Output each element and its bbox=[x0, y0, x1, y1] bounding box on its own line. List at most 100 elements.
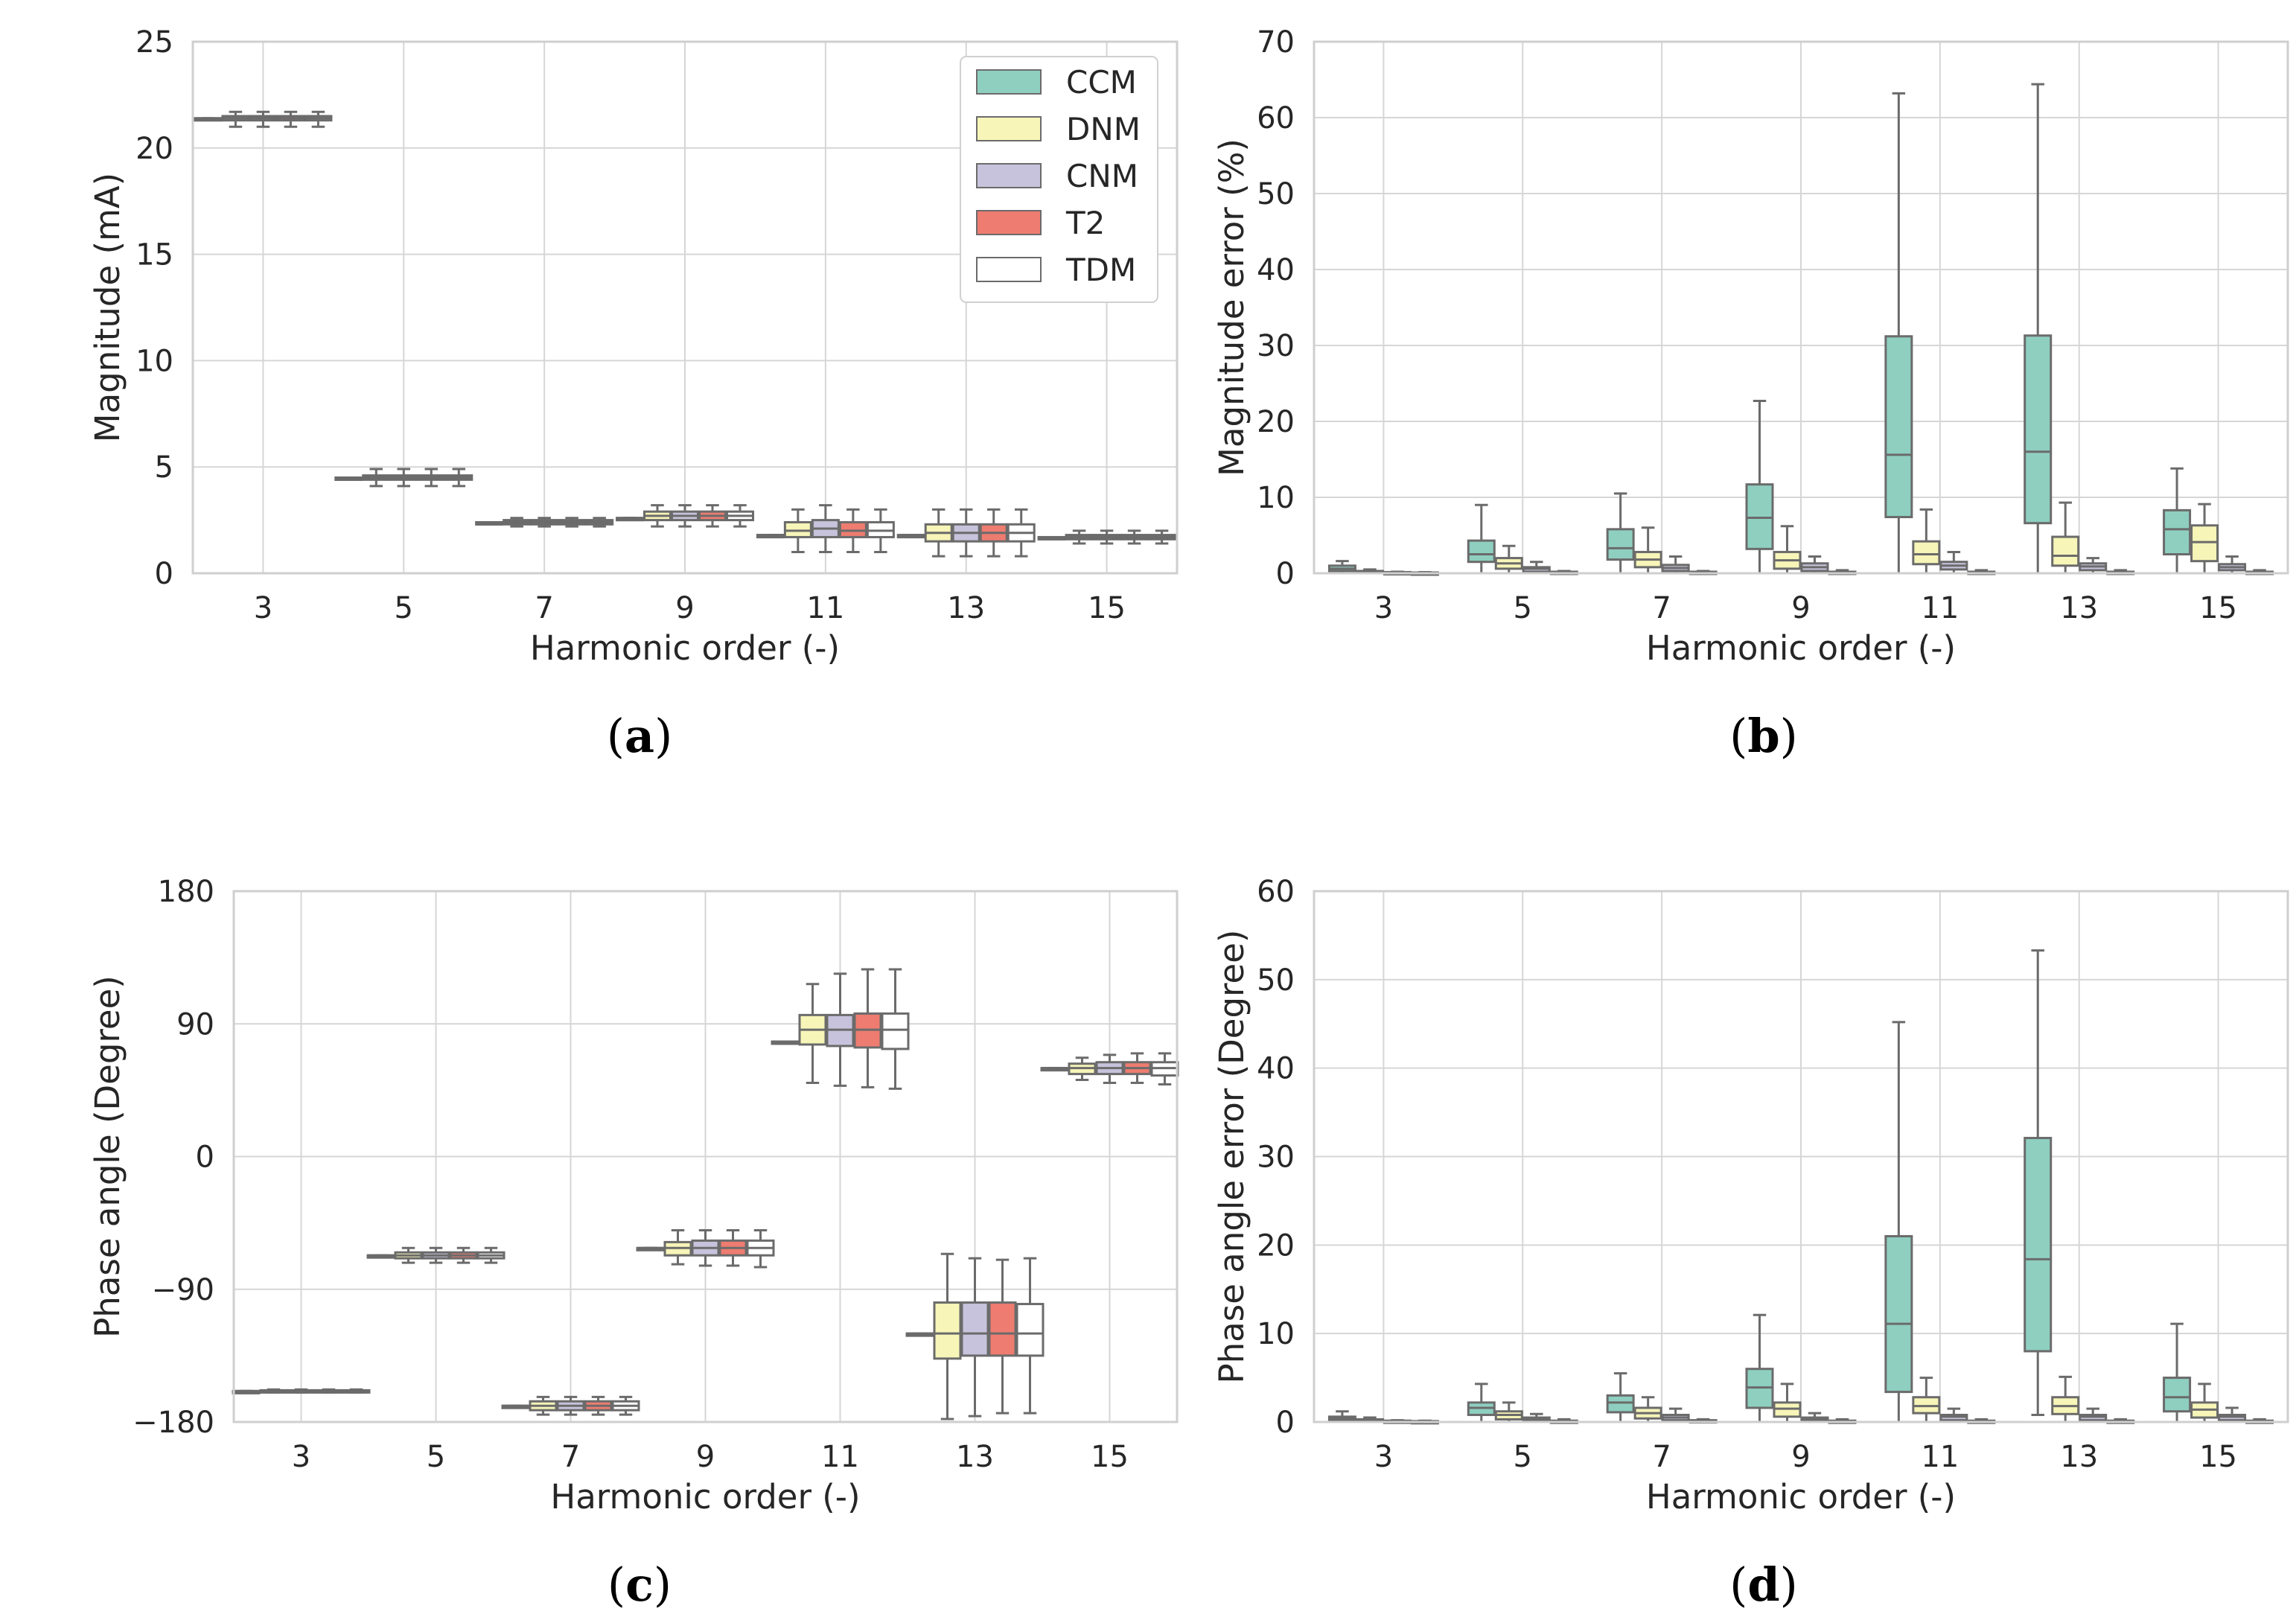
box-ccm bbox=[194, 117, 223, 122]
box-cnm bbox=[2218, 1406, 2247, 1423]
y-tick-label: −90 bbox=[152, 1273, 214, 1307]
box-cnm bbox=[287, 1388, 316, 1394]
box-cnm bbox=[811, 504, 840, 553]
box-cnm bbox=[1522, 1412, 1551, 1423]
y-tick-label: 25 bbox=[135, 25, 173, 60]
y-tick-label: 20 bbox=[1257, 1228, 1295, 1263]
y-tick-label: 0 bbox=[1276, 1406, 1295, 1440]
box-t2 bbox=[314, 1388, 343, 1394]
box-tdm bbox=[342, 1388, 371, 1394]
legend-label: CCM bbox=[1066, 64, 1137, 101]
box-cnm bbox=[671, 504, 699, 528]
box-ccm bbox=[896, 534, 925, 539]
box-ccm bbox=[2163, 467, 2192, 575]
box-tdm bbox=[1150, 1052, 1179, 1085]
box-dnm bbox=[221, 110, 250, 128]
legend-swatch-tdm bbox=[976, 257, 1042, 282]
box-ccm bbox=[2024, 83, 2053, 575]
box-dnm bbox=[2190, 503, 2219, 575]
x-tick-label: 7 bbox=[561, 1440, 580, 1474]
box-cnm bbox=[1939, 550, 1968, 575]
y-axis-label: Phase angle (Degree) bbox=[88, 975, 127, 1338]
box-dnm bbox=[1494, 1401, 1523, 1423]
box-tdm bbox=[1007, 508, 1036, 558]
x-axis-label: Harmonic order (-) bbox=[550, 1477, 860, 1517]
y-tick-label: 30 bbox=[1257, 1141, 1295, 1175]
box-dnm bbox=[394, 1246, 423, 1264]
x-tick-label: 9 bbox=[1791, 591, 1810, 625]
y-tick-label: 50 bbox=[1257, 177, 1295, 211]
box-tdm bbox=[866, 508, 895, 553]
box-ccm bbox=[616, 517, 644, 522]
y-tick-label: 15 bbox=[135, 238, 173, 272]
box-ccm bbox=[334, 476, 363, 481]
y-tick-label: 60 bbox=[1257, 875, 1295, 909]
box-dnm bbox=[1065, 529, 1094, 545]
x-tick-label: 5 bbox=[395, 591, 413, 625]
box-t2 bbox=[558, 517, 587, 528]
box-dnm bbox=[362, 468, 391, 488]
x-tick-label: 5 bbox=[1514, 1440, 1532, 1474]
box-cnm bbox=[951, 508, 980, 558]
x-tick-label: 11 bbox=[821, 1440, 859, 1474]
box-cnm bbox=[960, 1257, 989, 1418]
box-tdm bbox=[881, 968, 910, 1090]
x-tick-label: 7 bbox=[1652, 1440, 1671, 1474]
box-dnm bbox=[2051, 1375, 2080, 1423]
x-tick-label: 7 bbox=[535, 591, 553, 625]
box-cnm bbox=[1522, 561, 1551, 575]
box-ccm bbox=[1327, 560, 1356, 575]
box-dnm bbox=[529, 1395, 558, 1416]
chart-b: 0 10 20 30 40 50 60 70 3 5 7 9 11 13 15 Harmonic order … bbox=[1212, 25, 2289, 763]
box-ccm bbox=[1745, 399, 1774, 575]
box-t2 bbox=[979, 508, 1008, 558]
box-dnm bbox=[1633, 526, 1662, 575]
box-cnm bbox=[2079, 1407, 2108, 1423]
box-tdm bbox=[746, 1229, 775, 1269]
y-tick-label: −180 bbox=[133, 1406, 214, 1440]
box-ccm bbox=[1467, 1383, 1496, 1423]
box-ccm bbox=[1745, 1313, 1774, 1423]
y-axis-label: Magnitude (mA) bbox=[88, 173, 127, 442]
y-tick-label: 0 bbox=[1276, 557, 1295, 591]
box-ccm bbox=[2163, 1322, 2192, 1423]
box-ccm bbox=[366, 1254, 395, 1259]
y-tick-label: 40 bbox=[1257, 253, 1295, 287]
legend-label: DNM bbox=[1066, 111, 1141, 147]
box-ccm bbox=[1884, 92, 1913, 575]
box-tdm bbox=[611, 1395, 640, 1416]
box-t2 bbox=[417, 468, 446, 488]
y-tick-label: 40 bbox=[1257, 1052, 1295, 1086]
box-dnm bbox=[924, 508, 953, 558]
box-ccm bbox=[905, 1332, 934, 1337]
x-tick-label: 9 bbox=[1791, 1440, 1810, 1474]
box-dnm bbox=[1912, 1377, 1941, 1423]
box-t2 bbox=[718, 1229, 747, 1267]
box-cnm bbox=[691, 1229, 720, 1267]
box-dnm bbox=[1773, 525, 1802, 575]
x-axis-label: Harmonic order (-) bbox=[1646, 628, 1956, 668]
box-ccm bbox=[756, 534, 785, 539]
y-tick-label: 10 bbox=[1257, 481, 1295, 515]
box-cnm bbox=[389, 468, 418, 488]
x-tick-label: 3 bbox=[1374, 1440, 1393, 1474]
legend-label: TDM bbox=[1065, 252, 1136, 288]
box-dnm bbox=[1912, 508, 1941, 575]
chart-a: 0 5 10 15 20 25 3 5 7 9 11 13 15 Harmonic order (-) Ma… bbox=[88, 25, 1179, 763]
box-cnm bbox=[1661, 1407, 1690, 1423]
box-cnm bbox=[1095, 1053, 1124, 1084]
box-t2 bbox=[853, 968, 882, 1088]
box-dnm bbox=[1068, 1056, 1097, 1082]
x-tick-label: 5 bbox=[1514, 591, 1532, 625]
y-tick-label: 10 bbox=[135, 344, 173, 378]
box-ccm bbox=[636, 1246, 665, 1251]
y-axis-label: Phase angle error (Degree) bbox=[1212, 930, 1251, 1384]
x-tick-label: 13 bbox=[956, 1440, 994, 1474]
subfigure-caption: (c) bbox=[608, 1557, 672, 1612]
box-dnm bbox=[933, 1252, 962, 1420]
box-ccm bbox=[475, 520, 504, 526]
box-dnm bbox=[2190, 1383, 2219, 1423]
y-tick-label: 20 bbox=[1257, 405, 1295, 439]
box-t2 bbox=[276, 110, 305, 128]
